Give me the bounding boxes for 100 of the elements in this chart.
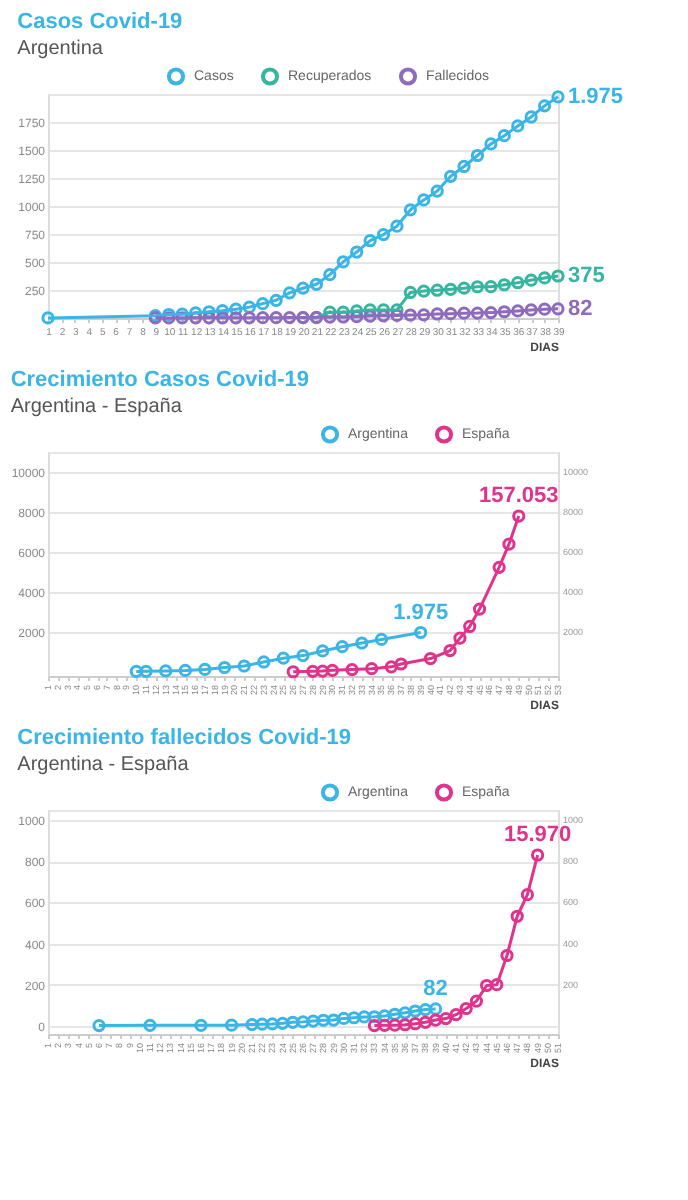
point (480, 978, 494, 993)
point (502, 537, 516, 551)
point (256, 311, 270, 325)
point (347, 1011, 361, 1025)
point (430, 283, 444, 297)
point (202, 311, 216, 325)
point (323, 305, 337, 319)
point (390, 219, 404, 233)
point (194, 1018, 208, 1032)
point (237, 659, 251, 673)
point (417, 193, 431, 207)
point (398, 1018, 412, 1032)
point (423, 651, 438, 666)
point (363, 234, 377, 248)
chart-title: Crecimiento Casos Covid-19 (10, 368, 309, 392)
point (374, 632, 389, 647)
point (256, 297, 270, 311)
point (198, 662, 212, 677)
point (350, 245, 364, 259)
point (296, 649, 310, 663)
text: 1.975 (568, 84, 624, 109)
point (537, 99, 552, 113)
annotation: 15.970 (503, 823, 572, 848)
point (511, 304, 525, 318)
point (245, 1017, 259, 1032)
point (524, 303, 538, 317)
point (350, 304, 364, 318)
point (390, 303, 404, 317)
text: 82 (568, 296, 593, 321)
point (403, 203, 417, 217)
point (439, 1012, 453, 1026)
point (388, 1007, 402, 1021)
point (363, 309, 377, 323)
point (276, 1016, 290, 1030)
point (388, 1018, 402, 1032)
point (484, 306, 498, 320)
point (500, 948, 514, 963)
point (316, 664, 330, 678)
point (398, 1006, 412, 1020)
point (497, 278, 511, 292)
point (242, 311, 256, 325)
point (323, 310, 337, 324)
point (350, 310, 364, 324)
point (408, 1004, 422, 1018)
point (472, 602, 487, 616)
point (418, 1015, 432, 1029)
point (282, 310, 297, 325)
point (497, 305, 511, 319)
point (403, 285, 417, 300)
point (490, 978, 504, 992)
point (217, 660, 232, 675)
point (316, 1013, 330, 1027)
point (336, 310, 350, 324)
point (215, 304, 230, 318)
point (511, 119, 525, 133)
point (484, 280, 498, 294)
point (365, 662, 379, 676)
point (355, 636, 369, 650)
point (242, 300, 256, 314)
point (327, 1013, 341, 1027)
point (390, 308, 404, 323)
annotation: 1.975 (393, 600, 449, 625)
point (484, 137, 498, 151)
point (469, 994, 483, 1008)
point (159, 664, 173, 678)
point (325, 663, 340, 677)
point (336, 305, 350, 319)
chart-subtitle: Argentina - España (17, 754, 190, 776)
point (367, 1010, 381, 1024)
point (306, 664, 320, 678)
point (335, 640, 349, 654)
point (470, 280, 485, 294)
point (376, 309, 391, 323)
point (265, 1017, 279, 1031)
point (323, 268, 337, 282)
point (537, 302, 552, 316)
point (520, 888, 534, 902)
point (376, 303, 391, 317)
chart-title: Casos Covid-19 (17, 10, 183, 34)
point (178, 663, 192, 678)
point (470, 306, 485, 320)
annotation: 157.053 (479, 484, 559, 509)
point (225, 1018, 239, 1032)
point (376, 227, 391, 242)
point (511, 276, 525, 290)
chart-title: Crecimiento fallecidos Covid-19 (17, 726, 352, 750)
point (215, 311, 230, 325)
point (269, 293, 283, 307)
point (497, 129, 511, 143)
point (345, 663, 359, 677)
point (510, 909, 524, 923)
point (457, 281, 471, 295)
annotation: 82 (423, 976, 448, 1001)
point (429, 1013, 443, 1027)
text: 375 (568, 264, 605, 288)
point (444, 307, 458, 321)
point (229, 311, 243, 325)
point (257, 655, 271, 669)
point (189, 311, 203, 325)
point (384, 660, 398, 674)
